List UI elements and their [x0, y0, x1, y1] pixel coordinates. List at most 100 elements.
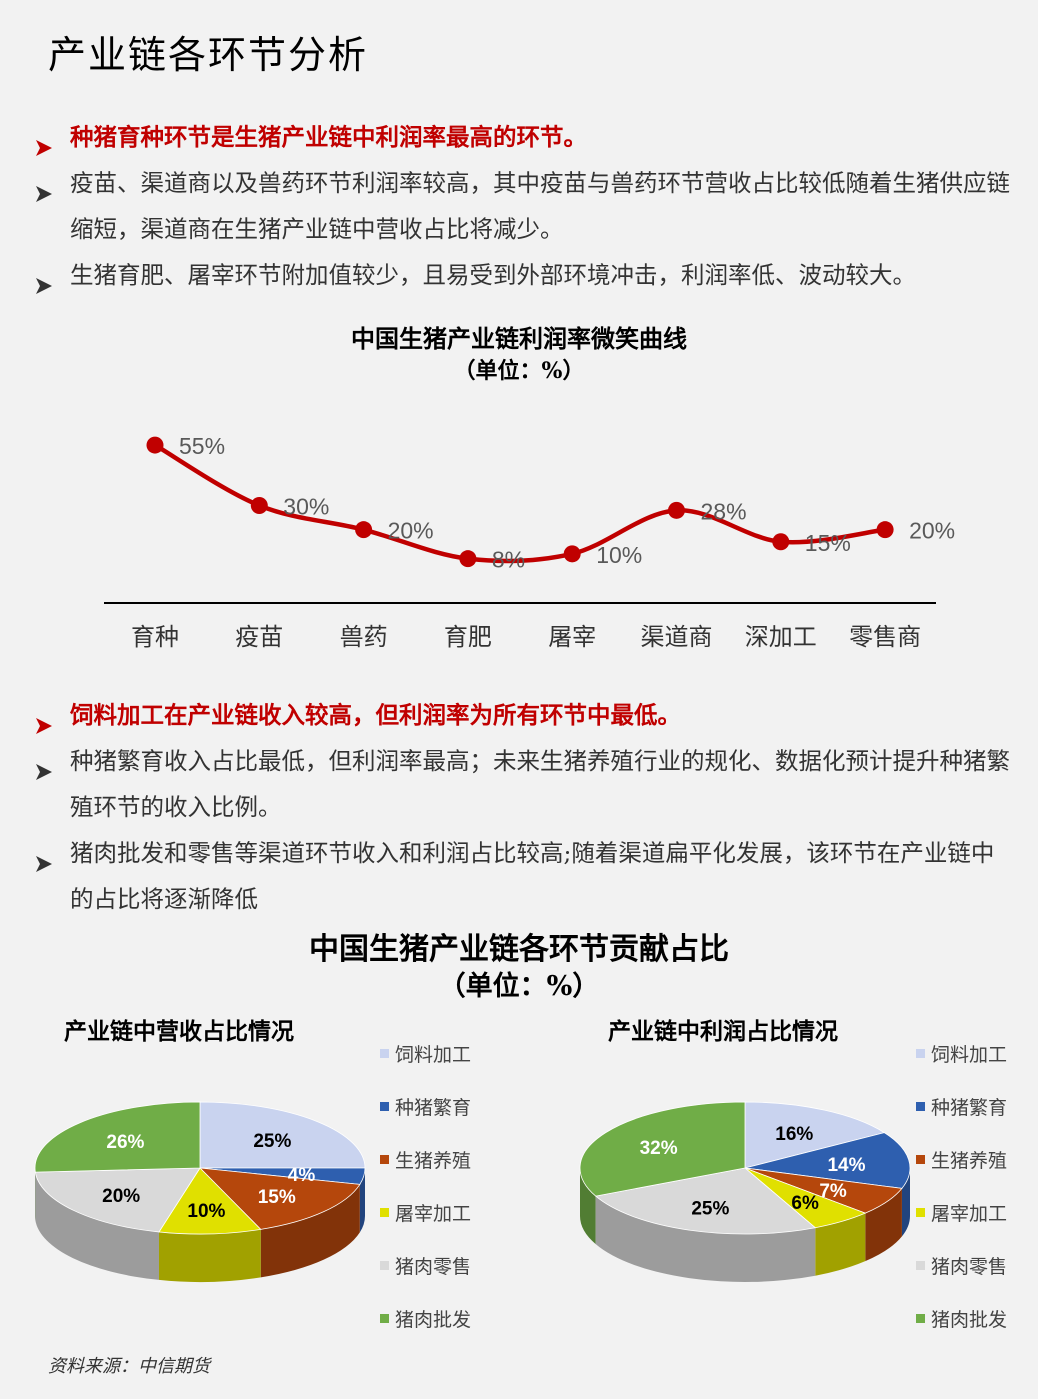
- bullet-item: 疫苗、渠道商以及兽药环节利润率较高，其中疫苗与兽药环节营收占比较低随着生猪供应链…: [34, 160, 1014, 252]
- bullet-text: 猪肉批发和零售等渠道环节收入和利润占比较高;随着渠道扁平化发展，该环节在产业链中…: [70, 839, 995, 913]
- legend-label: 猪肉批发: [931, 1309, 1008, 1331]
- profit-pie-legend: 饲料加工 种猪繁育 生猪养殖 屠宰加工 猪肉零售 猪肉批发: [916, 1040, 1007, 1358]
- legend-label: 生猪养殖: [395, 1150, 472, 1172]
- pie-section-title: 中国生猪产业链各环节贡献占比: [309, 932, 729, 967]
- pie-slice-side: [815, 1213, 866, 1276]
- bullet-text: 饲料加工在产业链收入较高，但利润率为所有环节中最低。: [70, 701, 681, 729]
- bullet-item: 种猪繁育收入占比最低，但利润率最高；未来生猪养殖行业的规化、数据化预计提升种猪繁…: [34, 738, 1014, 830]
- pie-data-label: 20%: [102, 1186, 140, 1207]
- legend-swatch: [916, 1102, 925, 1111]
- data-label: 15%: [805, 530, 851, 556]
- line-chart-unit: （单位：%）: [453, 358, 585, 384]
- pie-slice-side: [580, 1168, 596, 1245]
- data-label: 30%: [283, 494, 329, 520]
- legend-swatch: [380, 1102, 389, 1111]
- arrow-bullet-icon: [34, 265, 54, 294]
- category-label: 兽药: [340, 624, 388, 651]
- legend-item: 猪肉批发: [380, 1305, 471, 1358]
- data-label: 20%: [909, 518, 955, 544]
- pie-slice: [34, 1101, 201, 1173]
- pie-data-label: 14%: [827, 1155, 865, 1176]
- category-label: 零售商: [849, 624, 921, 651]
- pie-slice-side: [359, 1168, 365, 1233]
- category-label: 疫苗: [235, 624, 283, 651]
- legend-label: 饲料加工: [931, 1044, 1008, 1066]
- pie-slice: [34, 1167, 201, 1233]
- legend-swatch: [380, 1155, 389, 1164]
- bullet-item: 生猪育肥、屠宰环节附加值较少，且易受到外部环境冲击，利润率低、波动较大。: [34, 252, 1014, 298]
- data-label: 28%: [701, 498, 747, 524]
- pie-slice-side: [595, 1196, 816, 1282]
- legend-swatch: [916, 1261, 925, 1270]
- legend-label: 猪肉零售: [395, 1256, 472, 1278]
- pie-slice: [158, 1167, 262, 1235]
- legend-label: 猪肉零售: [931, 1256, 1008, 1278]
- source-note: 资料来源：中信期货: [48, 1356, 210, 1377]
- data-point: [668, 501, 685, 519]
- legend-label: 种猪繁育: [395, 1097, 472, 1119]
- page-title: 产业链各环节分析: [48, 33, 369, 77]
- data-point: [355, 521, 373, 539]
- legend-item: 猪肉零售: [380, 1252, 471, 1305]
- legend-item: 屠宰加工: [380, 1199, 471, 1252]
- pie-data-label: 32%: [640, 1138, 678, 1159]
- smile-curve-chart: 55% 育种 30% 疫苗 20% 兽药 8% 育肥 10% 屠宰 28% 渠道商 15% 深加工 20% 零…: [104, 433, 955, 651]
- pie-section-unit: （单位：%）: [438, 971, 600, 1002]
- category-label: 屠宰: [548, 624, 596, 651]
- bullet-list-revenue: 饲料加工在产业链收入较高，但利润率为所有环节中最低。 种猪繁育收入占比最低，但利…: [34, 692, 1014, 922]
- legend-swatch: [916, 1155, 925, 1164]
- data-point: [772, 533, 790, 551]
- legend-item: 种猪繁育: [916, 1093, 1007, 1146]
- revenue-pie-chart: 25% 4%15% 10% 20% 26%: [34, 1101, 366, 1282]
- legend-swatch: [380, 1261, 389, 1270]
- bullet-item: 猪肉批发和零售等渠道环节收入和利润占比较高;随着渠道扁平化发展，该环节在产业链中…: [34, 830, 1014, 922]
- data-point: [250, 497, 268, 514]
- legend-swatch: [916, 1314, 925, 1323]
- legend-item: 猪肉零售: [916, 1252, 1007, 1305]
- pie-slice: [594, 1167, 817, 1235]
- legend-item: 生猪养殖: [380, 1146, 471, 1199]
- pie-slice-side: [35, 1172, 159, 1280]
- profit-pie-chart: 16% 14% 7%6% 25% 32%: [579, 1101, 911, 1282]
- pie-slice: [744, 1132, 911, 1189]
- arrow-bullet-icon: [34, 705, 54, 734]
- legend-label: 屠宰加工: [931, 1203, 1008, 1225]
- arrow-bullet-icon: [34, 127, 54, 156]
- pie-slice: [579, 1101, 746, 1197]
- revenue-pie-title: 产业链中营收占比情况: [64, 1018, 294, 1045]
- bullet-item: 饲料加工在产业链收入较高，但利润率为所有环节中最低。: [34, 692, 1014, 738]
- legend-label: 猪肉批发: [395, 1309, 472, 1331]
- legend-swatch: [380, 1049, 389, 1058]
- pie-slice-side: [901, 1168, 910, 1237]
- legend-label: 饲料加工: [395, 1044, 472, 1066]
- legend-label: 种猪繁育: [931, 1097, 1008, 1119]
- data-point: [146, 436, 164, 454]
- category-label: 渠道商: [641, 624, 713, 651]
- bullet-text: 种猪繁育收入占比最低，但利润率最高；未来生猪养殖行业的规化、数据化预计提升种猪繁…: [70, 747, 1010, 821]
- pie-slice: [198, 1167, 361, 1230]
- pie-slice: [744, 1101, 886, 1169]
- pie-data-label: 7%: [819, 1181, 847, 1202]
- profit-pie-title: 产业链中利润占比情况: [608, 1018, 838, 1045]
- legend-swatch: [916, 1208, 925, 1217]
- pie-data-label: 16%: [775, 1124, 813, 1145]
- bullet-text: 种猪育种环节是生猪产业链中利润率最高的环节。: [70, 123, 587, 151]
- pie-data-label: 25%: [691, 1199, 729, 1220]
- bullet-text: 疫苗、渠道商以及兽药环节利润率较高，其中疫苗与兽药环节营收占比较低随着生猪供应链…: [70, 169, 1010, 243]
- legend-swatch: [380, 1314, 389, 1323]
- data-point: [563, 545, 581, 563]
- pie-data-label: 10%: [187, 1201, 225, 1222]
- pie-slice-side: [158, 1229, 261, 1282]
- legend-item: 饲料加工: [916, 1040, 1007, 1093]
- legend-swatch: [380, 1208, 389, 1217]
- pie-data-label: 15%: [258, 1187, 296, 1208]
- data-label: 10%: [596, 542, 642, 568]
- data-point: [876, 521, 894, 539]
- data-label: 20%: [388, 518, 434, 544]
- arrow-bullet-icon: [34, 173, 54, 202]
- pie-slice: [199, 1101, 366, 1169]
- pie-data-label: 4%: [288, 1165, 316, 1186]
- pie-data-label: 25%: [253, 1131, 291, 1152]
- revenue-pie-legend: 饲料加工种猪繁育生猪养殖屠宰加工猪肉零售猪肉批发: [380, 1040, 471, 1358]
- data-label: 8%: [492, 547, 525, 573]
